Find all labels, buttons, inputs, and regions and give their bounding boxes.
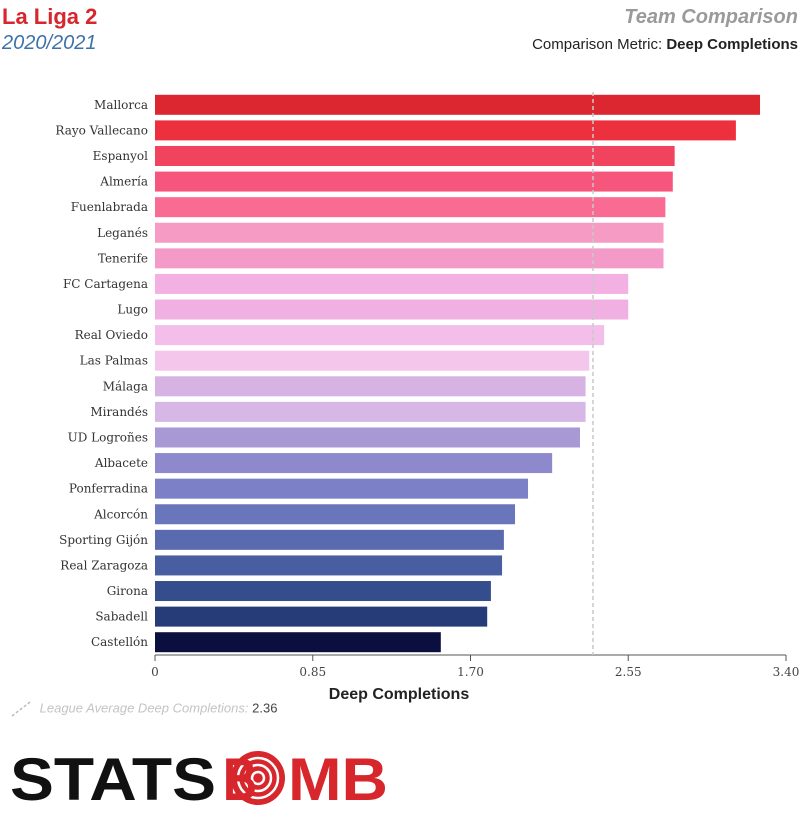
- category-label: Fuenlabrada: [71, 200, 148, 214]
- category-label: Castellón: [91, 635, 148, 649]
- x-axis-title: Deep Completions: [329, 686, 470, 703]
- bar[interactable]: [155, 478, 529, 499]
- category-label: Las Palmas: [80, 354, 148, 368]
- category-label: Tenerife: [98, 251, 148, 265]
- logo-letter-b: B: [223, 748, 257, 808]
- bar[interactable]: [155, 529, 504, 550]
- category-label: Sporting Gijón: [59, 533, 148, 547]
- bar[interactable]: [155, 273, 629, 294]
- category-label: Real Oviedo: [75, 328, 148, 342]
- bar[interactable]: [155, 197, 666, 218]
- category-label: Mallorca: [94, 98, 148, 112]
- bar[interactable]: [155, 120, 736, 141]
- bar[interactable]: [155, 453, 553, 474]
- bar[interactable]: [155, 299, 629, 320]
- category-label: Alcorcón: [93, 507, 148, 521]
- bar[interactable]: [155, 325, 605, 346]
- category-label: Espanyol: [93, 149, 148, 163]
- bar[interactable]: [155, 555, 503, 576]
- league-average-legend: League Average Deep Completions: 2.36: [10, 700, 277, 718]
- bar[interactable]: [155, 248, 664, 269]
- category-label: Girona: [107, 584, 148, 598]
- category-label: FC Cartagena: [63, 277, 148, 291]
- x-tick-label: 3.40: [773, 665, 800, 679]
- logo-text-stats: STATS: [10, 748, 216, 808]
- bar[interactable]: [155, 606, 488, 627]
- category-label: Rayo Vallecano: [55, 123, 148, 137]
- league-title: La Liga 2: [2, 4, 98, 29]
- category-label: Mirandés: [90, 405, 148, 419]
- bar[interactable]: [155, 401, 586, 422]
- bar-chart: Mallorca Rayo Vallecano Espanyol Almería Fue…: [55, 92, 800, 703]
- category-label: UD Logroñes: [68, 430, 148, 444]
- statsbomb-logo: STATS B MB: [10, 748, 388, 808]
- x-tick-label: 0: [151, 665, 159, 679]
- bar[interactable]: [155, 376, 586, 397]
- bar[interactable]: [155, 504, 516, 525]
- category-label: Ponferradina: [69, 482, 148, 496]
- metric-label: Comparison Metric:: [532, 36, 663, 53]
- bar[interactable]: [155, 145, 675, 166]
- logo-text-mb: MB: [288, 748, 388, 808]
- bar[interactable]: [155, 581, 491, 602]
- season-label: 2020/2021: [2, 32, 97, 54]
- category-label: Leganés: [97, 226, 148, 240]
- x-tick-label: 0.85: [299, 665, 326, 679]
- bar[interactable]: [155, 171, 673, 192]
- metric-name: Deep Completions: [666, 36, 798, 53]
- category-label: Málaga: [103, 379, 148, 393]
- legend-value: 2.36: [252, 700, 278, 716]
- logo-target-icon: [231, 751, 285, 805]
- bar[interactable]: [155, 222, 664, 243]
- bar[interactable]: [155, 94, 761, 115]
- category-label: Real Zaragoza: [60, 558, 148, 572]
- category-label: Almería: [99, 175, 148, 189]
- comparison-title: Team Comparison: [624, 6, 798, 28]
- bar[interactable]: [155, 350, 590, 371]
- dashed-line-icon: [11, 701, 31, 717]
- category-label: Sabadell: [95, 610, 148, 624]
- bar[interactable]: [155, 632, 441, 653]
- bar[interactable]: [155, 427, 580, 448]
- category-label: Lugo: [117, 303, 148, 317]
- comparison-metric: Comparison Metric: Deep Completions: [532, 36, 798, 53]
- x-tick-label: 2.55: [615, 665, 642, 679]
- category-label: Albacete: [94, 456, 148, 470]
- legend-label: League Average Deep Completions:: [39, 700, 249, 716]
- x-tick-label: 1.70: [457, 665, 484, 679]
